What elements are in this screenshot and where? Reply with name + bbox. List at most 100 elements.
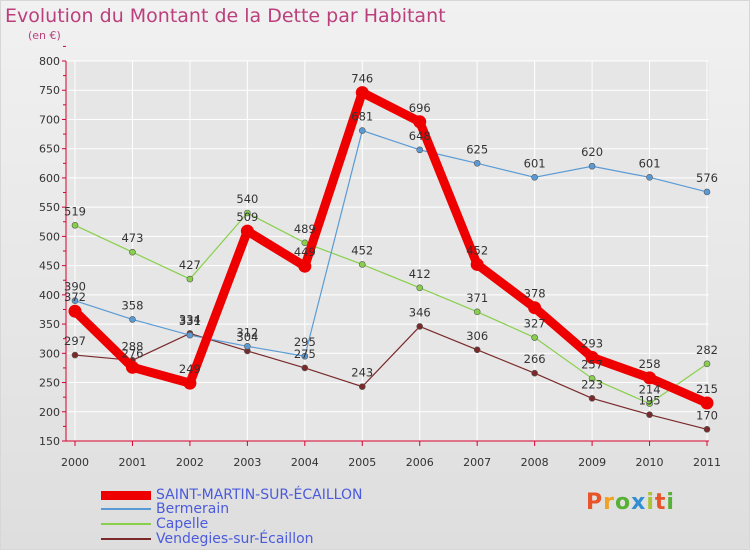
y-tick-label: 700 [39, 113, 60, 126]
data-label: 276 [121, 346, 143, 360]
data-point [355, 86, 369, 100]
data-point [358, 127, 366, 134]
legend-label: Vendegies-sur-Écaillon [156, 531, 314, 547]
data-label: 312 [236, 325, 258, 339]
data-point [646, 400, 653, 407]
data-point [588, 162, 596, 170]
data-label: 293 [581, 336, 603, 350]
data-label: 297 [64, 334, 86, 348]
data-label: 258 [639, 357, 661, 371]
x-tick-label: 2003 [233, 456, 261, 469]
data-point [585, 350, 599, 364]
data-label: 601 [639, 156, 661, 170]
data-label: 449 [294, 245, 316, 259]
data-label: 223 [581, 377, 603, 391]
data-point [413, 115, 427, 129]
data-point [531, 334, 538, 341]
data-label: 509 [236, 210, 258, 224]
data-label: 412 [409, 267, 431, 281]
data-point [186, 331, 194, 339]
y-tick-label: 200 [39, 406, 60, 419]
axes: 150 200 250 300 350 400 450 500 550 600 650 700 750 8… [39, 45, 721, 469]
data-label: 452 [351, 243, 373, 257]
legend-swatch [101, 538, 151, 540]
y-tick-label: 600 [39, 172, 60, 185]
legend-label: Bermerain [156, 501, 230, 517]
data-point [646, 174, 653, 181]
data-point [71, 351, 79, 359]
series-line [70, 88, 712, 408]
data-label: 489 [294, 222, 316, 236]
data-label: 275 [294, 347, 316, 361]
data-point [416, 146, 424, 154]
logo-letter: i [646, 490, 655, 515]
y-tick-label: 150 [39, 435, 60, 448]
line-chart: 150 200 250 300 350 400 450 500 550 600 650 700 750 8… [39, 45, 721, 469]
data-point [416, 323, 424, 330]
data-label: 288 [121, 339, 143, 353]
y-tick-label: 550 [39, 201, 60, 214]
data-point [416, 284, 424, 292]
legend-swatch [101, 491, 151, 500]
data-label: 540 [236, 192, 258, 206]
data-point [358, 261, 366, 268]
data-point [125, 360, 139, 374]
data-label: 371 [466, 291, 488, 305]
data-label: 195 [639, 394, 661, 408]
plot-area [66, 61, 709, 441]
data-label: 358 [121, 298, 143, 312]
data-point [703, 188, 711, 196]
data-point [588, 395, 596, 402]
logo-letter: i [666, 490, 675, 515]
data-label: 625 [466, 142, 488, 156]
legend-label: SAINT-MARTIN-SUR-ÉCAILLON [156, 487, 363, 503]
data-label: 601 [524, 156, 546, 170]
grid [66, 60, 709, 442]
logo-letter: P [586, 490, 604, 515]
x-tick-label: 2002 [176, 456, 204, 469]
data-label: 390 [64, 280, 86, 294]
data-point [473, 308, 481, 316]
data-label: 519 [64, 204, 86, 218]
data-labels: 372 276 249 509 449 746 696 452 378 293 258 215 390 3… [64, 72, 718, 423]
data-point [301, 352, 309, 360]
y-tick-label: 400 [39, 289, 60, 302]
data-point [358, 383, 366, 390]
data-label: 243 [351, 366, 373, 380]
data-label: 576 [696, 171, 718, 185]
x-tick-label: 2001 [118, 456, 146, 469]
data-label: 306 [466, 329, 488, 343]
data-point [473, 160, 481, 167]
y-tick-label: 450 [39, 260, 60, 273]
data-point [470, 257, 484, 271]
data-point [240, 224, 254, 238]
legend-swatch [101, 523, 151, 525]
series-lines [68, 86, 714, 433]
data-label: 696 [409, 101, 431, 115]
data-label: 372 [64, 290, 86, 304]
x-tick-label: 2008 [521, 456, 549, 469]
logo-letter: r [603, 490, 615, 515]
data-point [129, 316, 136, 323]
data-label: 215 [696, 382, 718, 396]
data-point [244, 209, 251, 217]
x-tick-label: 2011 [693, 456, 721, 469]
data-label: 378 [524, 287, 546, 301]
x-tick-label: 2006 [406, 456, 434, 469]
chart-title: Evolution du Montant de la Dette par Hab… [5, 5, 446, 27]
data-point [473, 346, 481, 354]
y-unit-label: (en €) [28, 29, 61, 42]
series-line [74, 129, 708, 357]
data-point [71, 221, 79, 229]
data-label: 331 [179, 314, 201, 328]
x-tick-label: 2009 [578, 456, 606, 469]
data-label: 266 [524, 352, 546, 366]
y-tick-label: 300 [39, 347, 60, 360]
data-label: 746 [351, 72, 373, 86]
data-point [703, 426, 711, 433]
data-label: 452 [466, 243, 488, 257]
x-tick-label: 2007 [463, 456, 491, 469]
y-tick-label: 250 [39, 377, 60, 390]
y-tick-label: 650 [39, 143, 60, 156]
